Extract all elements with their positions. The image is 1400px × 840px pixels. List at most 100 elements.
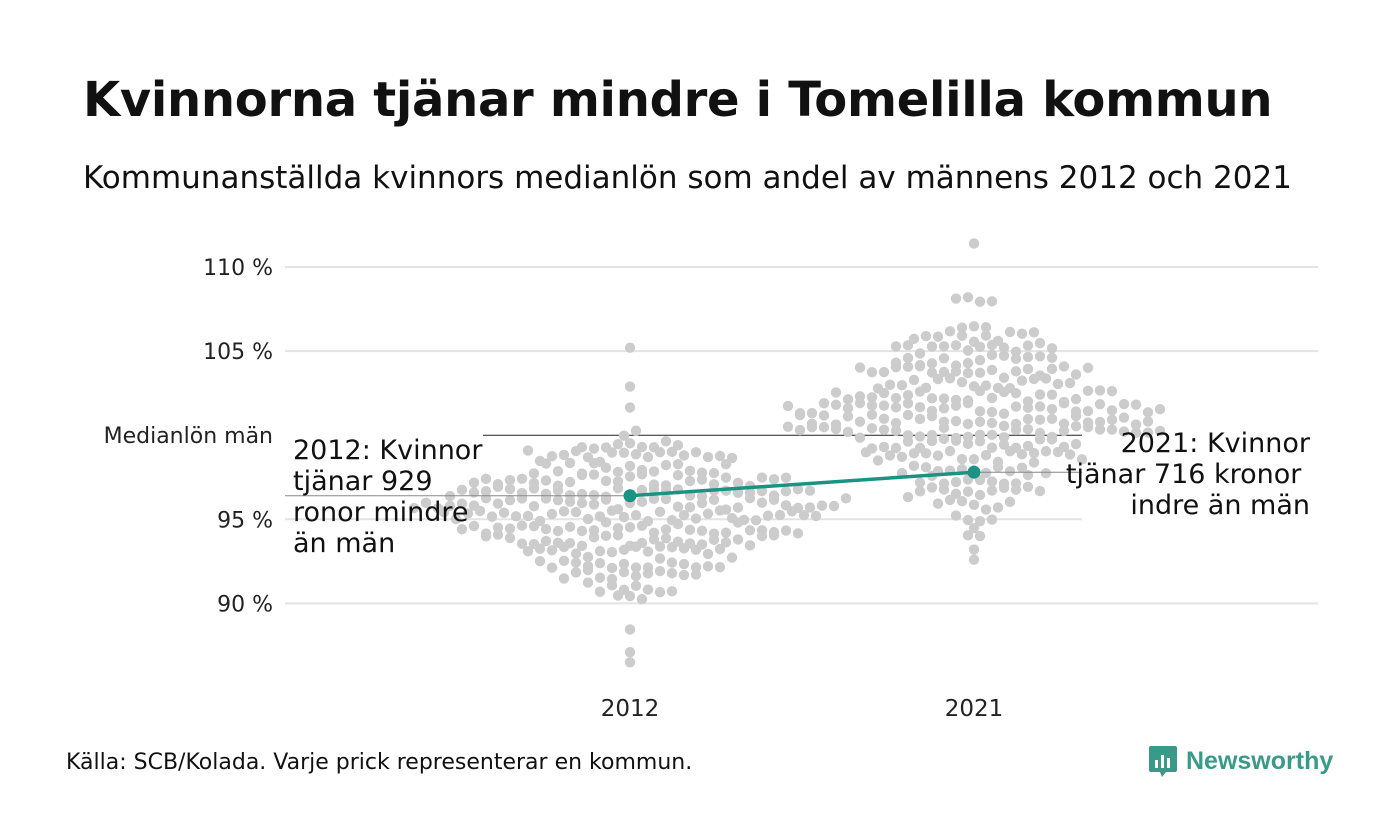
municipality-dot [720,472,732,483]
municipality-dot [902,352,914,364]
municipality-dot [974,406,986,417]
municipality-dot [690,562,702,573]
municipality-dot [1094,424,1106,435]
municipality-dot [702,451,714,463]
municipality-dot [630,510,642,521]
municipality-dot [1022,481,1034,492]
municipality-dot [1028,457,1040,468]
municipality-dot [896,451,908,463]
municipality-dot [962,530,974,541]
municipality-dot [570,445,582,457]
municipality-dot [576,525,588,537]
municipality-dot [962,418,974,430]
municipality-dot [624,471,636,482]
municipality-dot [612,438,624,450]
municipality-dot [878,441,890,453]
municipality-dot [908,460,920,472]
municipality-dot [654,506,666,518]
municipality-dot [902,398,914,409]
municipality-dot [956,377,968,388]
municipality-dot [600,517,612,528]
municipality-dot [630,541,642,552]
municipality-dot [702,561,714,572]
municipality-dot [702,548,714,560]
municipality-dot [884,450,896,461]
municipality-dot [794,424,806,436]
municipality-dot [636,469,648,480]
municipality-dot [1046,403,1058,415]
municipality-dot [986,485,998,496]
municipality-dot [1040,468,1052,479]
municipality-dot [672,470,684,481]
municipality-dot [1118,412,1130,423]
municipality-dot [950,435,962,446]
municipality-dot [1034,337,1046,349]
municipality-dot [678,569,690,581]
municipality-dot [1046,352,1058,363]
municipality-dot [660,436,672,447]
municipality-dot [1010,388,1022,399]
municipality-dot [968,522,980,534]
municipality-dot [1046,343,1058,354]
newsworthy-logo[interactable]: Newsworthy [1148,744,1333,778]
municipality-dot [516,520,528,531]
municipality-dot [714,505,726,516]
highlight-line [629,470,975,498]
municipality-dot [932,331,944,342]
municipality-dot [1082,362,1094,374]
municipality-dot [666,541,678,553]
municipality-dot [974,367,986,379]
municipality-dot [1070,393,1082,405]
municipality-dot [540,523,552,535]
municipality-dot [702,508,714,519]
municipality-dot [744,540,756,551]
municipality-dot [1046,434,1058,445]
municipality-dot [806,422,818,433]
municipality-dot [618,566,630,578]
municipality-dot [804,485,816,496]
municipality-dot [480,531,492,542]
municipality-dot [678,558,690,570]
municipality-dot [1046,363,1058,375]
municipality-dot [926,341,938,352]
municipality-dot [564,496,576,507]
source-note: Källa: SCB/Kolada. Varje prick represent… [66,750,693,775]
municipality-dot [1004,496,1016,508]
municipality-dot [684,475,696,487]
municipality-dot [582,551,594,563]
municipality-dot [1046,413,1058,425]
municipality-dot [926,358,938,369]
municipality-dot [986,364,998,376]
municipality-dot [492,498,504,509]
municipality-dot [714,543,726,555]
municipality-dot [630,562,642,573]
municipality-dot [926,410,938,422]
municipality-dot [920,330,932,342]
municipality-dot [1130,419,1142,430]
municipality-dot [890,402,902,413]
municipality-dot [1004,326,1016,338]
municipality-dot [854,416,866,427]
municipality-dot [624,460,636,472]
municipality-dot [1016,449,1028,460]
municipality-dot [998,482,1010,493]
municipality-dot [1004,446,1016,457]
municipality-dot [980,467,992,479]
municipality-dot [1142,427,1154,438]
municipality-dot [774,509,786,521]
annotation-2012: 2012: Kvinnor tjänar 929 ronor mindre än m… [293,435,483,559]
municipality-dot [956,330,968,341]
municipality-dot [878,413,890,424]
municipality-dot [938,484,950,495]
municipality-dot [902,491,914,503]
municipality-dot [588,489,600,501]
municipality-dot [606,447,618,458]
municipality-dot [768,474,780,485]
municipality-dot [950,415,962,427]
municipality-dot [576,540,588,552]
municipality-dot [968,544,980,555]
municipality-dot [1052,378,1064,390]
municipality-dot [654,541,666,552]
municipality-dot [606,505,618,516]
municipality-dot [546,562,558,573]
